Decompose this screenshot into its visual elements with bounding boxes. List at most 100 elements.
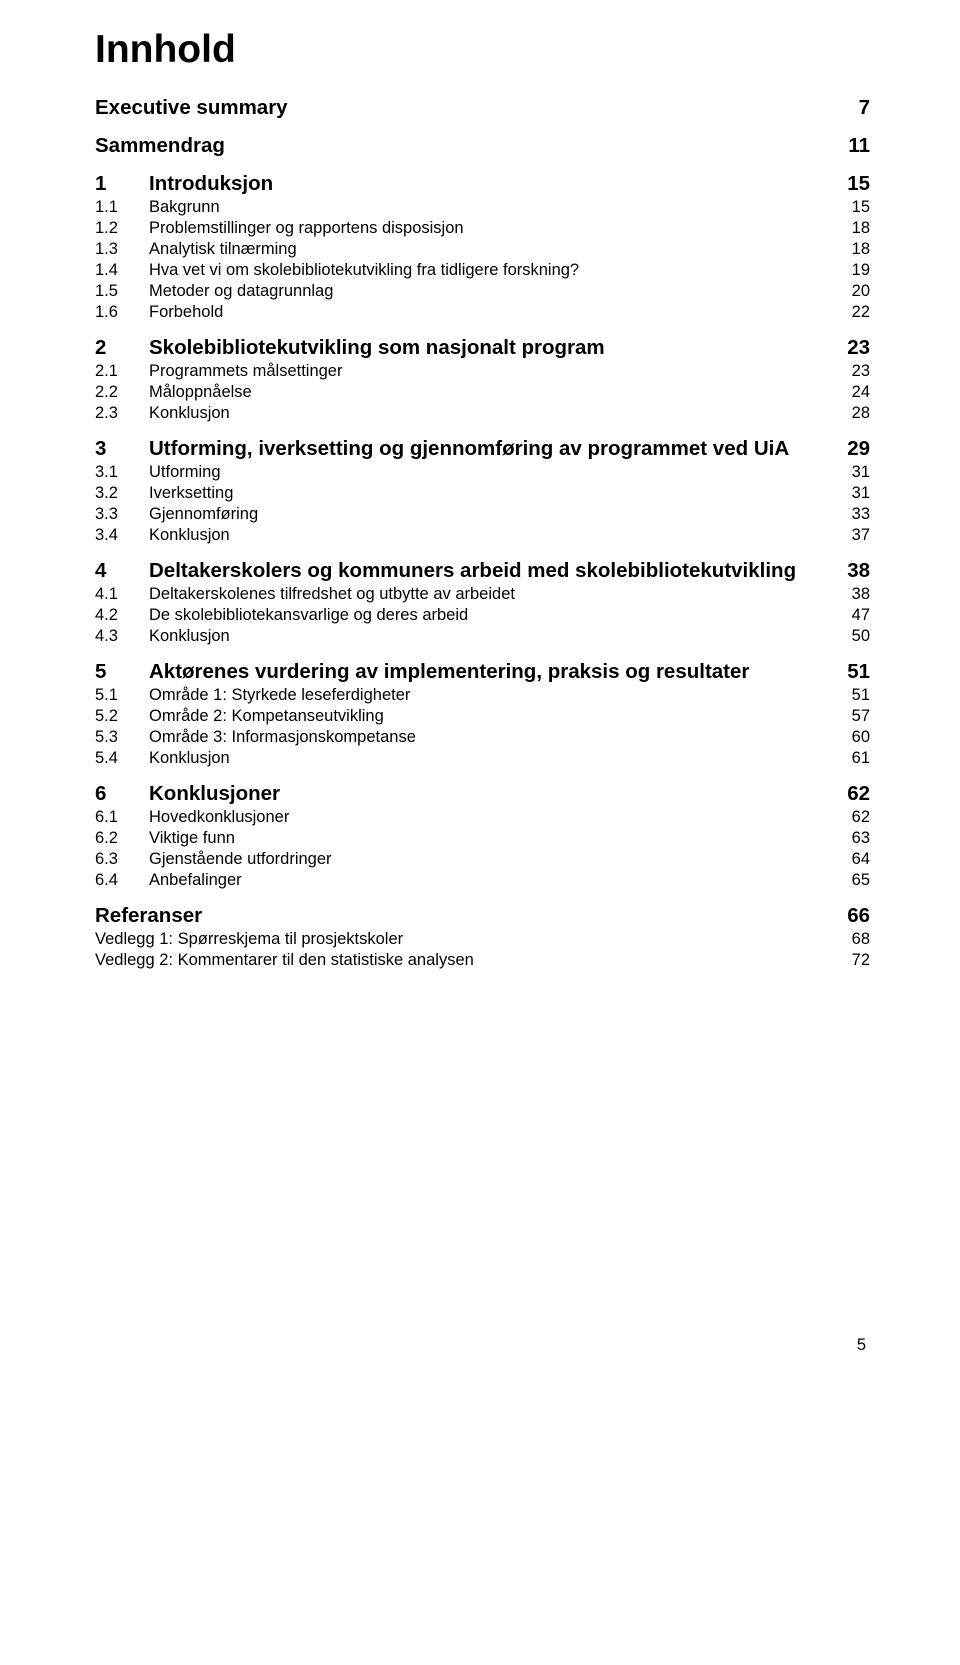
toc-entry-page: 60 bbox=[848, 728, 870, 747]
toc-entry-number: 4.2 bbox=[95, 606, 149, 625]
toc-entry-page: 7 bbox=[855, 96, 870, 120]
toc-row: 4.2De skolebibliotekansvarlige og deres … bbox=[95, 606, 870, 625]
toc-entry-label: Konklusjon bbox=[149, 404, 234, 423]
toc-entry-page: 47 bbox=[848, 606, 870, 625]
toc-row: 2.1Programmets målsettinger23 bbox=[95, 362, 870, 381]
toc-entry-label: Aktørenes vurdering av implementering, p… bbox=[149, 660, 753, 684]
toc-row: 3.3Gjennomføring 33 bbox=[95, 505, 870, 524]
toc-entry-number: 5.2 bbox=[95, 707, 149, 726]
toc-entry-label: Hva vet vi om skolebibliotekutvikling fr… bbox=[149, 261, 583, 280]
toc-row: 5.4Konklusjon61 bbox=[95, 749, 870, 768]
toc-row: 6.4Anbefalinger65 bbox=[95, 871, 870, 890]
toc-entry-label: Bakgrunn bbox=[149, 198, 224, 217]
toc-row: 1.3Analytisk tilnærming18 bbox=[95, 240, 870, 259]
toc-entry-number: 5 bbox=[95, 660, 149, 684]
toc-entry-page: 38 bbox=[848, 585, 870, 604]
toc-entry-label: Gjenstående utfordringer bbox=[149, 850, 336, 869]
toc-row: 5.1Område 1: Styrkede leseferdigheter51 bbox=[95, 686, 870, 705]
toc-entry-page: 65 bbox=[848, 871, 870, 890]
toc-entry-page: 63 bbox=[848, 829, 870, 848]
toc-entry-number: 2.1 bbox=[95, 362, 149, 381]
toc-entry-page: 50 bbox=[848, 627, 870, 646]
toc-row: 5.2Område 2: Kompetanseutvikling 57 bbox=[95, 707, 870, 726]
toc-entry-number: 6.2 bbox=[95, 829, 149, 848]
toc-row: 3.4Konklusjon 37 bbox=[95, 526, 870, 545]
toc-row: 6Konklusjoner62 bbox=[95, 782, 870, 806]
toc-row: 5Aktørenes vurdering av implementering, … bbox=[95, 660, 870, 684]
toc-entry-page: 31 bbox=[848, 484, 870, 503]
toc-entry-number: 1.4 bbox=[95, 261, 149, 280]
toc-entry-page: 64 bbox=[848, 850, 870, 869]
toc-entry-label: Iverksetting bbox=[149, 484, 237, 503]
toc-entry-label: Konklusjon bbox=[149, 526, 234, 545]
toc-entry-label: De skolebibliotekansvarlige og deres arb… bbox=[149, 606, 472, 625]
toc-entry-label: Viktige funn bbox=[149, 829, 239, 848]
toc-entry-label: Introduksjon bbox=[149, 172, 277, 196]
toc-entry-page: 20 bbox=[848, 282, 870, 301]
toc-entry-number: 2.2 bbox=[95, 383, 149, 402]
table-of-contents: Executive summary7Sammendrag111Introduks… bbox=[95, 96, 870, 970]
toc-entry-page: 22 bbox=[848, 303, 870, 322]
toc-row: Sammendrag 11 bbox=[95, 134, 870, 158]
toc-entry-label: Konklusjon bbox=[149, 749, 234, 768]
toc-row: Referanser66 bbox=[95, 904, 870, 928]
toc-entry-label: Område 3: Informasjonskompetanse bbox=[149, 728, 420, 747]
toc-entry-number: 1.5 bbox=[95, 282, 149, 301]
toc-entry-label: Deltakerskolers og kommuners arbeid med … bbox=[149, 559, 800, 583]
toc-entry-number: 5.3 bbox=[95, 728, 149, 747]
toc-row: 1Introduksjon 15 bbox=[95, 172, 870, 196]
toc-row: 1.5Metoder og datagrunnlag20 bbox=[95, 282, 870, 301]
toc-entry-page: 66 bbox=[843, 904, 870, 928]
toc-entry-number: 2 bbox=[95, 336, 149, 360]
toc-row: 4Deltakerskolers og kommuners arbeid med… bbox=[95, 559, 870, 583]
toc-entry-number: 4.1 bbox=[95, 585, 149, 604]
toc-entry-page: 29 bbox=[843, 437, 870, 461]
toc-entry-page: 15 bbox=[843, 172, 870, 196]
toc-row: 2.2Måloppnåelse24 bbox=[95, 383, 870, 402]
toc-row: Executive summary7 bbox=[95, 96, 870, 120]
toc-entry-page: 72 bbox=[848, 951, 870, 970]
toc-entry-label: Område 2: Kompetanseutvikling bbox=[149, 707, 388, 726]
toc-row: 6.2Viktige funn 63 bbox=[95, 829, 870, 848]
toc-row: 1.2Problemstillinger og rapportens dispo… bbox=[95, 219, 870, 238]
toc-entry-label: Sammendrag bbox=[95, 134, 229, 158]
toc-row: 2Skolebibliotekutvikling som nasjonalt p… bbox=[95, 336, 870, 360]
toc-entry-page: 11 bbox=[844, 134, 870, 158]
toc-entry-label: Programmets målsettinger bbox=[149, 362, 346, 381]
toc-entry-label: Deltakerskolenes tilfredshet og utbytte … bbox=[149, 585, 519, 604]
toc-entry-label: Konklusjoner bbox=[149, 782, 284, 806]
toc-entry-page: 33 bbox=[848, 505, 870, 524]
toc-entry-number: 3.1 bbox=[95, 463, 149, 482]
page-number: 5 bbox=[857, 1336, 866, 1355]
toc-row: 1.6Forbehold22 bbox=[95, 303, 870, 322]
toc-entry-page: 18 bbox=[848, 219, 870, 238]
toc-entry-number: 5.1 bbox=[95, 686, 149, 705]
toc-entry-page: 15 bbox=[848, 198, 870, 217]
toc-row: 6.3Gjenstående utfordringer 64 bbox=[95, 850, 870, 869]
page-title: Innhold bbox=[95, 28, 870, 72]
toc-entry-number: 6.3 bbox=[95, 850, 149, 869]
toc-row: 3.2Iverksetting31 bbox=[95, 484, 870, 503]
toc-entry-number: 1.6 bbox=[95, 303, 149, 322]
toc-entry-number: 3 bbox=[95, 437, 149, 461]
toc-entry-label: Måloppnåelse bbox=[149, 383, 256, 402]
toc-entry-number: 5.4 bbox=[95, 749, 149, 768]
toc-entry-number: 1 bbox=[95, 172, 149, 196]
toc-row: 3Utforming, iverksetting og gjennomførin… bbox=[95, 437, 870, 461]
toc-row: 6.1Hovedkonklusjoner62 bbox=[95, 808, 870, 827]
toc-entry-label: Vedlegg 2: Kommentarer til den statistis… bbox=[95, 951, 478, 970]
toc-row: 2.3Konklusjon28 bbox=[95, 404, 870, 423]
toc-row: 1.4Hva vet vi om skolebibliotekutvikling… bbox=[95, 261, 870, 280]
toc-entry-label: Anbefalinger bbox=[149, 871, 246, 890]
toc-entry-number: 3.3 bbox=[95, 505, 149, 524]
toc-entry-page: 57 bbox=[848, 707, 870, 726]
toc-row: 4.3Konklusjon50 bbox=[95, 627, 870, 646]
toc-entry-number: 1.2 bbox=[95, 219, 149, 238]
toc-entry-label: Gjennomføring bbox=[149, 505, 262, 524]
toc-row: 1.1Bakgrunn15 bbox=[95, 198, 870, 217]
toc-entry-page: 37 bbox=[848, 526, 870, 545]
toc-entry-number: 3.4 bbox=[95, 526, 149, 545]
toc-entry-page: 68 bbox=[848, 930, 870, 949]
toc-entry-page: 28 bbox=[848, 404, 870, 423]
toc-entry-label: Analytisk tilnærming bbox=[149, 240, 301, 259]
